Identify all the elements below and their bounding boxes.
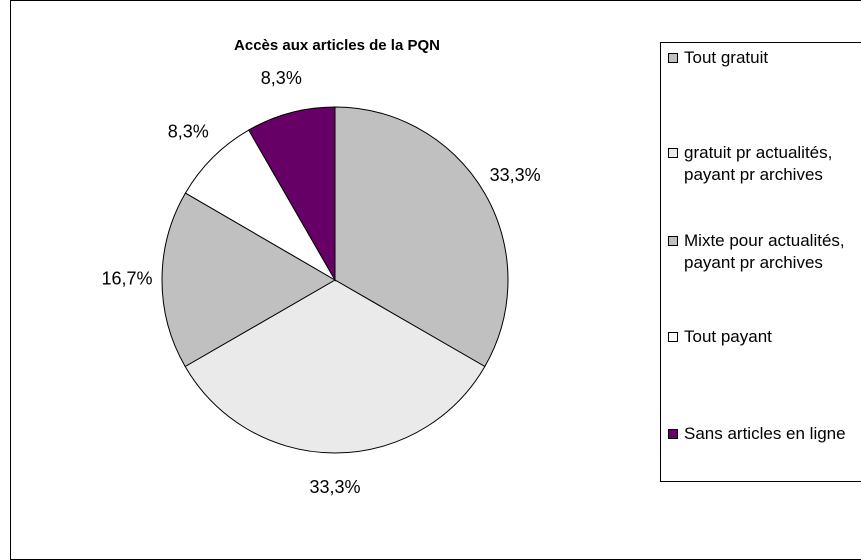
data-label: 33,3%	[490, 165, 541, 185]
pie-slice	[161, 192, 336, 368]
legend-swatch	[668, 236, 678, 246]
data-label: 33,3%	[309, 477, 360, 497]
chart: Accès aux articles de la PQN 33,3% 33,3% 1…	[101, 37, 541, 497]
legend-entry: Sans articles en ligne	[668, 423, 861, 445]
legend-swatch	[668, 53, 678, 63]
pie-slice	[184, 129, 337, 282]
chart-title: Accès aux articles de la PQN	[234, 37, 440, 54]
legend-label: gratuit pr actualités, payant pr archive…	[684, 143, 833, 184]
pie-slice	[334, 106, 509, 368]
legend: Tout gratuit gratuit pr actualités, payan…	[660, 42, 861, 482]
data-label: 8,3%	[168, 121, 209, 141]
legend-entry: Tout gratuit	[668, 47, 861, 69]
legend-swatch	[668, 332, 678, 342]
legend-entry: Mixte pour actualités, payant pr archive…	[668, 230, 861, 274]
legend-swatch	[668, 148, 678, 158]
legend-label: Tout gratuit	[684, 48, 769, 67]
legend-swatch	[668, 429, 678, 439]
legend-label: Tout payant	[684, 327, 772, 346]
pie-slice	[248, 106, 336, 282]
legend-label: Sans articles en ligne	[684, 424, 846, 443]
legend-entry: gratuit pr actualités, payant pr archive…	[668, 142, 861, 186]
data-label: 16,7%	[101, 268, 152, 288]
legend-entry: Tout payant	[668, 326, 861, 348]
page: Accès aux articles de la PQN 33,3% 33,3% 1…	[10, 0, 861, 560]
data-label: 8,3%	[261, 68, 302, 88]
pie-slice	[184, 279, 486, 454]
legend-label: Mixte pour actualités, payant pr archive…	[684, 231, 845, 272]
